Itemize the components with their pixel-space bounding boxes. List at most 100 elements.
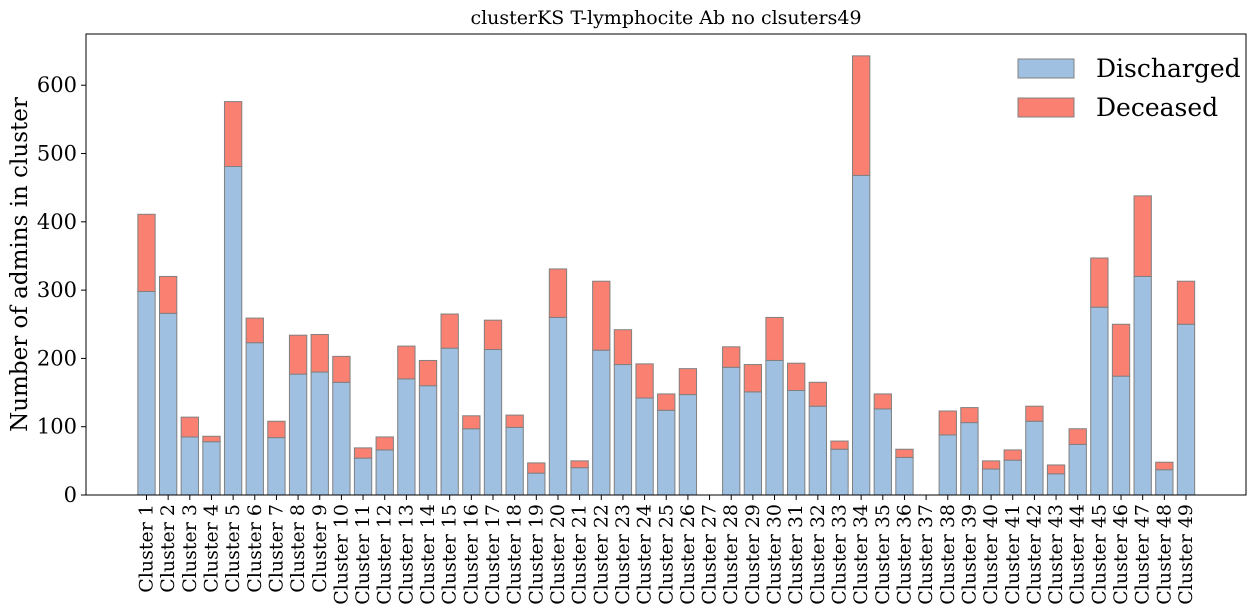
bar-discharged-11 [353, 457, 373, 496]
bar-deceased-10 [332, 355, 351, 383]
x-tick-label-36: Cluster 36 [893, 504, 915, 605]
x-tick-label-42: Cluster 42 [1023, 504, 1045, 605]
y-axis-label: Number of admins in cluster [7, 97, 33, 432]
bar-discharged-5 [223, 165, 243, 496]
bar-deceased-25 [657, 393, 676, 411]
x-tick-label-8: Cluster 8 [287, 504, 309, 593]
bar-deceased-3 [180, 416, 199, 438]
x-tick-label-38: Cluster 38 [937, 504, 959, 605]
legend-swatch-discharged [1017, 58, 1075, 79]
bar-discharged-34 [851, 174, 871, 496]
bar-deceased-13 [397, 345, 416, 380]
bar-deceased-8 [288, 334, 308, 375]
bar-deceased-47 [1133, 195, 1152, 277]
bar-deceased-46 [1111, 323, 1131, 377]
bar-deceased-36 [895, 448, 914, 458]
x-tick-label-7: Cluster 7 [265, 504, 287, 593]
bar-deceased-5 [223, 101, 243, 167]
bar-discharged-8 [288, 373, 308, 496]
x-tick-label-32: Cluster 32 [807, 504, 829, 605]
bar-deceased-49 [1176, 280, 1196, 325]
x-tick-label-37: Cluster 37 [915, 504, 937, 605]
x-tick-label-2: Cluster 2 [157, 504, 179, 593]
x-tick-label-45: Cluster 45 [1088, 504, 1110, 605]
bar-deceased-12 [375, 436, 394, 451]
bar-discharged-32 [808, 405, 827, 496]
x-tick-label-6: Cluster 6 [244, 504, 266, 593]
bar-deceased-20 [548, 268, 568, 318]
bar-discharged-24 [635, 397, 654, 496]
bar-deceased-38 [938, 410, 957, 436]
x-tick-label-12: Cluster 12 [374, 504, 396, 605]
x-tick-label-9: Cluster 9 [309, 504, 331, 593]
bar-discharged-21 [570, 467, 589, 496]
bar-deceased-16 [462, 415, 481, 430]
x-tick-label-11: Cluster 11 [352, 504, 374, 605]
bar-discharged-3 [180, 436, 199, 496]
bar-deceased-9 [310, 334, 329, 373]
bar-discharged-38 [938, 434, 957, 496]
bar-discharged-9 [310, 371, 329, 496]
bar-discharged-41 [1003, 459, 1022, 496]
bar-deceased-15 [440, 313, 459, 349]
bar-deceased-40 [981, 460, 1001, 470]
bar-discharged-2 [158, 312, 178, 496]
x-tick-label-21: Cluster 21 [569, 504, 591, 605]
bar-discharged-19 [527, 472, 546, 496]
bar-discharged-26 [678, 394, 698, 496]
x-tick-label-15: Cluster 15 [439, 504, 461, 605]
y-tick-label-600: 600 [37, 73, 77, 97]
bar-discharged-28 [722, 366, 741, 496]
bar-deceased-41 [1003, 449, 1022, 461]
legend-label-discharged: Discharged [1096, 54, 1241, 83]
bar-discharged-23 [613, 364, 633, 496]
bar-deceased-33 [830, 440, 849, 450]
x-tick-label-4: Cluster 4 [200, 504, 222, 593]
bar-discharged-30 [765, 359, 784, 496]
legend: Discharged Deceased [1017, 54, 1241, 122]
bar-discharged-20 [548, 316, 568, 496]
y-tick-label-300: 300 [37, 278, 77, 302]
bar-discharged-12 [375, 449, 394, 496]
x-tick-label-33: Cluster 33 [829, 504, 851, 605]
x-tick-label-49: Cluster 49 [1175, 504, 1197, 605]
legend-label-deceased: Deceased [1096, 93, 1218, 122]
x-tick-label-44: Cluster 44 [1067, 504, 1089, 605]
x-tick-label-47: Cluster 47 [1132, 504, 1154, 605]
x-tick-label-43: Cluster 43 [1045, 504, 1067, 605]
bar-discharged-33 [830, 448, 849, 496]
bar-discharged-31 [787, 390, 806, 496]
x-tick-label-28: Cluster 28 [720, 504, 742, 605]
x-tick-label-34: Cluster 34 [850, 504, 872, 605]
bar-deceased-24 [635, 363, 654, 399]
x-tick-label-35: Cluster 35 [872, 504, 894, 605]
bar-deceased-43 [1046, 464, 1066, 475]
x-tick-label-46: Cluster 46 [1110, 504, 1132, 605]
x-tick-label-13: Cluster 13 [395, 504, 417, 605]
y-tick-label-200: 200 [37, 346, 77, 370]
bar-discharged-15 [440, 347, 459, 496]
bar-deceased-4 [202, 435, 221, 443]
bar-deceased-23 [613, 329, 633, 366]
x-tick-label-5: Cluster 5 [222, 504, 244, 593]
bar-deceased-34 [851, 55, 871, 176]
y-tick-label-500: 500 [37, 142, 77, 166]
bar-deceased-1 [137, 213, 156, 292]
bar-discharged-6 [245, 342, 264, 496]
bar-discharged-1 [137, 290, 156, 496]
bar-discharged-25 [657, 409, 676, 496]
bar-deceased-18 [505, 414, 524, 428]
bar-deceased-30 [765, 316, 784, 361]
bar-discharged-40 [981, 468, 1001, 496]
x-tick-label-3: Cluster 3 [179, 504, 201, 593]
bar-deceased-32 [808, 381, 827, 407]
bar-discharged-14 [418, 385, 438, 496]
bar-deceased-45 [1090, 257, 1109, 308]
bar-deceased-26 [678, 368, 698, 396]
x-tick-label-19: Cluster 19 [525, 504, 547, 605]
x-tick-label-39: Cluster 39 [958, 504, 980, 605]
bar-discharged-46 [1111, 375, 1131, 496]
bar-discharged-48 [1155, 469, 1174, 496]
